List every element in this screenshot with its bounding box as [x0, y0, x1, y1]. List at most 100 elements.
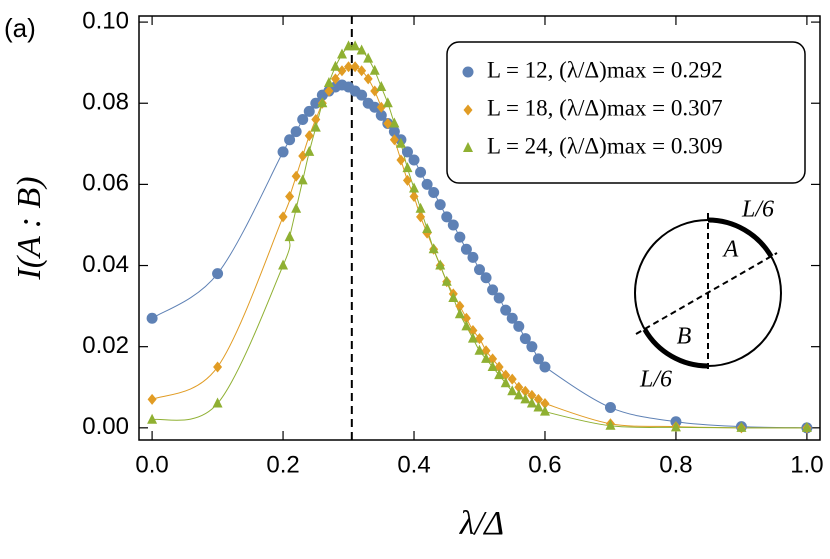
data-point — [311, 113, 321, 125]
legend-label: L = 18, (λ/Δ)max = 0.307 — [487, 95, 723, 120]
legend-label: L = 24, (λ/Δ)max = 0.309 — [487, 133, 723, 158]
data-point — [409, 182, 420, 193]
y-axis-label: I(A : B) — [11, 176, 48, 280]
data-point — [396, 154, 406, 166]
data-point — [532, 353, 544, 365]
data-point — [441, 211, 453, 223]
data-point — [467, 332, 478, 343]
data-point — [519, 333, 531, 345]
data-point — [461, 320, 472, 331]
y-tick-label: 0.06 — [82, 170, 129, 197]
data-point — [415, 166, 427, 178]
data-point — [310, 121, 321, 132]
data-point — [494, 369, 505, 380]
data-point — [343, 40, 354, 51]
data-point — [468, 324, 478, 336]
data-point — [304, 130, 314, 142]
data-point — [370, 85, 380, 97]
data-point — [604, 402, 616, 414]
data-point — [500, 304, 512, 316]
data-point — [467, 251, 479, 263]
data-point — [533, 393, 543, 405]
data-point — [408, 154, 420, 166]
data-point — [285, 191, 295, 203]
data-point — [500, 377, 511, 388]
data-point — [290, 126, 302, 138]
data-point — [527, 389, 537, 401]
data-point — [460, 243, 472, 255]
panel-label: (a) — [4, 13, 36, 43]
data-point — [507, 373, 517, 385]
data-point — [330, 73, 340, 85]
data-point — [434, 199, 446, 211]
data-point — [435, 259, 446, 270]
data-point — [369, 64, 380, 75]
data-point — [507, 385, 518, 396]
data-point — [421, 178, 433, 190]
x-tick-label: 1.0 — [790, 451, 823, 478]
data-point — [493, 292, 505, 304]
data-point — [363, 73, 373, 85]
data-point — [212, 268, 224, 280]
plot-frame — [138, 15, 821, 441]
data-point — [395, 137, 406, 148]
data-point — [513, 320, 525, 332]
data-point — [213, 361, 223, 373]
data-point — [298, 150, 308, 162]
data-point — [382, 97, 393, 108]
data-point — [344, 61, 354, 73]
data-point — [278, 259, 289, 270]
data-point — [291, 202, 302, 213]
data-point — [428, 186, 440, 198]
inset-diagram: L/6 A B L/6 — [634, 197, 782, 393]
inset-label: L/6 — [639, 367, 672, 393]
data-point — [415, 202, 426, 213]
data-point — [670, 421, 681, 432]
data-point — [337, 65, 347, 77]
data-point — [369, 101, 381, 113]
data-point — [324, 85, 334, 97]
data-point — [376, 81, 387, 92]
data-point — [455, 300, 465, 312]
y-tick-label: 0.08 — [82, 89, 129, 116]
legend: L = 12, (λ/Δ)max = 0.292 L = 18, (λ/Δ)max… — [446, 41, 806, 184]
data-point — [514, 381, 524, 393]
y-tick-label: 0.00 — [82, 413, 129, 440]
x-tick-label: 0.0 — [135, 451, 168, 478]
data-point — [513, 389, 524, 400]
data-point — [356, 89, 368, 101]
data-point — [147, 413, 158, 424]
inset-label: L/6 — [741, 197, 774, 223]
data-point — [303, 105, 315, 117]
data-point — [540, 397, 550, 409]
inset-label: A — [722, 237, 739, 263]
data-point — [323, 76, 334, 87]
data-point — [506, 312, 518, 324]
legend-box — [446, 41, 806, 184]
data-point — [416, 211, 426, 223]
data-point — [520, 385, 530, 397]
data-point — [401, 146, 413, 158]
data-point — [284, 231, 295, 242]
x-tick-label: 0.4 — [397, 451, 430, 478]
data-point — [356, 44, 367, 55]
data-point — [389, 117, 400, 128]
data-point — [474, 264, 485, 276]
inset-label: B — [677, 324, 692, 350]
data-point — [317, 97, 328, 108]
data-point — [212, 397, 223, 408]
data-point — [447, 219, 459, 231]
data-point — [526, 341, 538, 353]
data-point — [376, 101, 386, 113]
x-axis-label: λ/Δ — [459, 505, 504, 542]
data-point — [605, 419, 616, 430]
data-point — [304, 145, 315, 156]
x-tick-label: 0.6 — [528, 451, 561, 478]
data-point — [363, 52, 374, 63]
data-point — [422, 223, 433, 234]
y-tick-label: 0.10 — [82, 7, 129, 34]
data-point — [474, 344, 485, 355]
data-point — [350, 40, 361, 51]
data-point — [801, 421, 812, 432]
